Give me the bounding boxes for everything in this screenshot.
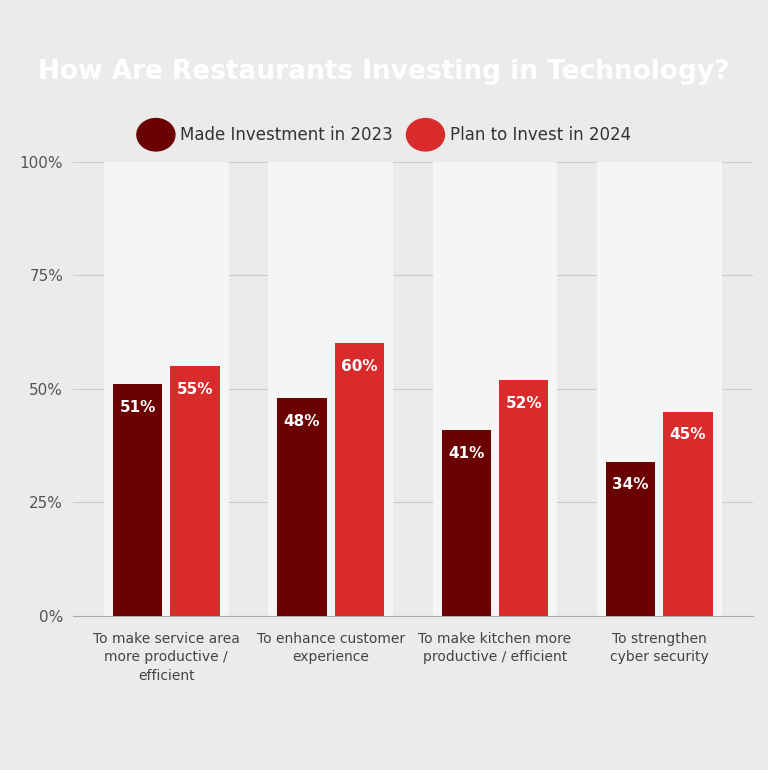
Text: 55%: 55%	[177, 382, 214, 397]
Bar	[113, 384, 162, 616]
Bar	[606, 461, 655, 616]
Ellipse shape	[137, 119, 175, 151]
Ellipse shape	[406, 119, 445, 151]
Bar	[432, 162, 558, 616]
Text: 48%: 48%	[283, 413, 320, 429]
Text: 45%: 45%	[670, 427, 707, 443]
Text: 52%: 52%	[505, 396, 542, 410]
Text: Made Investment in 2023: Made Investment in 2023	[180, 126, 393, 144]
Bar	[335, 343, 384, 616]
Text: Plan to Invest in 2024: Plan to Invest in 2024	[449, 126, 631, 144]
Text: 34%: 34%	[612, 477, 649, 493]
Bar	[104, 162, 229, 616]
Bar	[499, 380, 548, 616]
Bar	[597, 162, 722, 616]
Bar	[664, 411, 713, 616]
Bar	[268, 162, 393, 616]
Bar	[277, 398, 326, 616]
Bar	[442, 430, 491, 616]
Text: 41%: 41%	[448, 446, 485, 460]
Text: 51%: 51%	[119, 400, 156, 415]
Bar	[170, 366, 220, 616]
Text: 60%: 60%	[341, 360, 378, 374]
Text: How Are Restaurants Investing in Technology?: How Are Restaurants Investing in Technol…	[38, 59, 730, 85]
